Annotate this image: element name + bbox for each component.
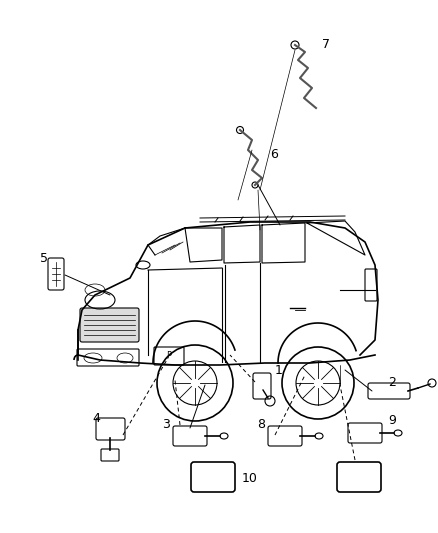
Text: 4: 4 bbox=[92, 411, 100, 424]
Text: 2: 2 bbox=[388, 376, 396, 389]
Text: 1: 1 bbox=[275, 364, 283, 376]
FancyBboxPatch shape bbox=[80, 308, 139, 342]
Text: 3: 3 bbox=[162, 417, 170, 431]
Text: P: P bbox=[166, 351, 172, 360]
Text: 8: 8 bbox=[257, 417, 265, 431]
Text: 7: 7 bbox=[322, 38, 330, 52]
Text: 9: 9 bbox=[388, 414, 396, 426]
Text: 10: 10 bbox=[242, 472, 258, 484]
Text: 5: 5 bbox=[40, 252, 48, 264]
Text: 6: 6 bbox=[270, 149, 278, 161]
